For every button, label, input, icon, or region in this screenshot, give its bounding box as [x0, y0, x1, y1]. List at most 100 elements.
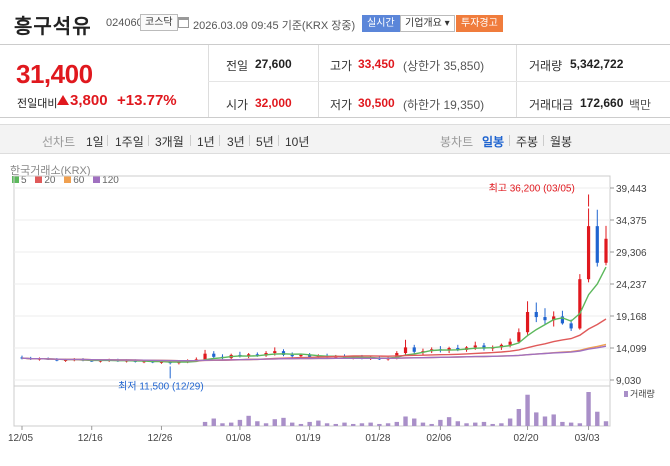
volume-bar [211, 418, 216, 426]
volume-bar [490, 423, 495, 426]
x-tick-label: 12/16 [78, 433, 103, 444]
tab-3m[interactable]: 3개월 [155, 135, 184, 149]
chart-period-tabs: 선차트 1일 1주일 3개월 1년 3년 5년 10년 봉차트 일봉 주봉 월봉 [0, 124, 670, 154]
candle-body [20, 357, 24, 359]
tab-weekly-candle[interactable]: 주봉 [516, 135, 539, 149]
candle-body [273, 351, 277, 354]
current-price-box: 31,400 전일대비 3,800 +13.77% [0, 45, 208, 117]
candle-body [159, 361, 164, 363]
ma120-line [21, 345, 607, 362]
tab-separator [148, 135, 149, 146]
market-badge: 코스닥 [140, 14, 178, 31]
y-tick-label: 34,375 [616, 216, 647, 227]
up-arrow-icon [57, 95, 69, 105]
investment-warning-badge[interactable]: 투자경고 [456, 15, 503, 32]
tab-1w[interactable]: 1주일 [115, 135, 144, 149]
volume-bar [534, 412, 539, 426]
tab-1d[interactable]: 1일 [86, 135, 104, 149]
candle-body [447, 347, 451, 351]
candle-body [517, 332, 521, 342]
change-label: 전일대비 [17, 98, 58, 110]
open-label: 시가 [226, 98, 249, 112]
volume-bar [507, 418, 513, 426]
tab-separator [509, 135, 510, 146]
y-tick-label: 29,306 [616, 248, 647, 259]
volume-bar [595, 411, 600, 426]
tab-5y[interactable]: 5년 [256, 135, 274, 149]
volume-bar [473, 422, 478, 426]
volume-bar [377, 423, 382, 426]
candle-body [403, 347, 408, 354]
y-tick-label: 24,237 [616, 280, 647, 291]
volume-bar [359, 423, 365, 426]
candle-body [525, 312, 530, 333]
tab-10y[interactable]: 10년 [285, 135, 310, 149]
x-tick-label: 03/03 [575, 433, 600, 444]
quote-datetime: 2026.03.09 09:45 기준(KRX 장중) [193, 20, 356, 32]
tab-separator [190, 135, 191, 146]
amount-label: 거래대금 [529, 98, 574, 112]
tab-separator [543, 135, 544, 146]
volume-bar [481, 421, 487, 426]
tab-separator [249, 135, 250, 146]
volume-bar [237, 419, 243, 426]
candle-body [308, 354, 312, 357]
legend-item-ma20: 20 [35, 175, 55, 186]
volume-bar [603, 421, 609, 426]
candle-body [255, 354, 259, 356]
volume-value: 5,342,722 [570, 57, 624, 71]
high-value: 33,450 [358, 57, 395, 71]
low-annotation: 최저 11,500 (12/29) [118, 380, 204, 392]
volume-bar [438, 419, 443, 426]
volume-bar [429, 423, 434, 426]
stock-chart[interactable]: 39,443 34,375 29,306 24,237 19,168 14,099 9,03… [0, 158, 670, 466]
company-overview-dropdown[interactable]: 기업개요 ▾ [400, 15, 455, 32]
candle-body [552, 316, 556, 321]
tab-daily-candle[interactable]: 일봉 [482, 135, 505, 149]
x-tick-label: 02/20 [514, 433, 539, 444]
volume-bar [290, 422, 295, 426]
stock-code: 024060 [106, 17, 143, 29]
volume-bar [263, 423, 269, 426]
calendar-icon [178, 17, 189, 28]
candle-body [534, 312, 538, 318]
ma-legend: 5 20 60 120 [12, 175, 125, 186]
legend-swatch [12, 176, 19, 183]
ma5-line [21, 266, 607, 363]
candle-body [203, 353, 207, 360]
prev-close-value: 27,600 [255, 57, 292, 71]
tab-3y[interactable]: 3년 [227, 135, 245, 149]
open-value: 32,000 [255, 96, 292, 110]
high-label: 고가 [330, 59, 353, 73]
volume-bar [394, 421, 400, 426]
legend-swatch [35, 176, 43, 183]
tab-1y[interactable]: 1년 [197, 135, 215, 149]
x-tick-label: 12/05 [8, 433, 33, 444]
amount-value: 172,660 [580, 96, 624, 110]
tab-separator [107, 135, 108, 146]
volume-bar [220, 423, 225, 426]
candle-body [247, 354, 251, 357]
tab-monthly-candle[interactable]: 월봉 [550, 135, 573, 149]
candle-body [586, 226, 591, 280]
candle-body [569, 323, 573, 329]
volume-bar [586, 392, 591, 426]
candle-body [595, 226, 599, 263]
candle-body [90, 360, 94, 362]
x-tick-label: 01/28 [365, 433, 390, 444]
y-tick-label: 14,099 [616, 344, 647, 355]
low-label: 저가 [330, 98, 353, 112]
upper-limit: (상한가 35,850) [403, 59, 485, 73]
volume-legend-swatch [624, 391, 628, 397]
volume-bar [368, 422, 373, 426]
candle-body [55, 359, 59, 361]
x-tick-label: 01/19 [296, 433, 321, 444]
stock-name: 흥구석유 [14, 16, 92, 38]
volume-bar [333, 423, 338, 426]
high-annotation: 최고 36,200 (03/05) [489, 182, 575, 194]
y-tick-label: 19,168 [616, 312, 647, 323]
volume-bar [420, 422, 426, 426]
x-tick-label: 02/06 [426, 433, 451, 444]
realtime-button[interactable]: 실시간 [362, 15, 400, 32]
